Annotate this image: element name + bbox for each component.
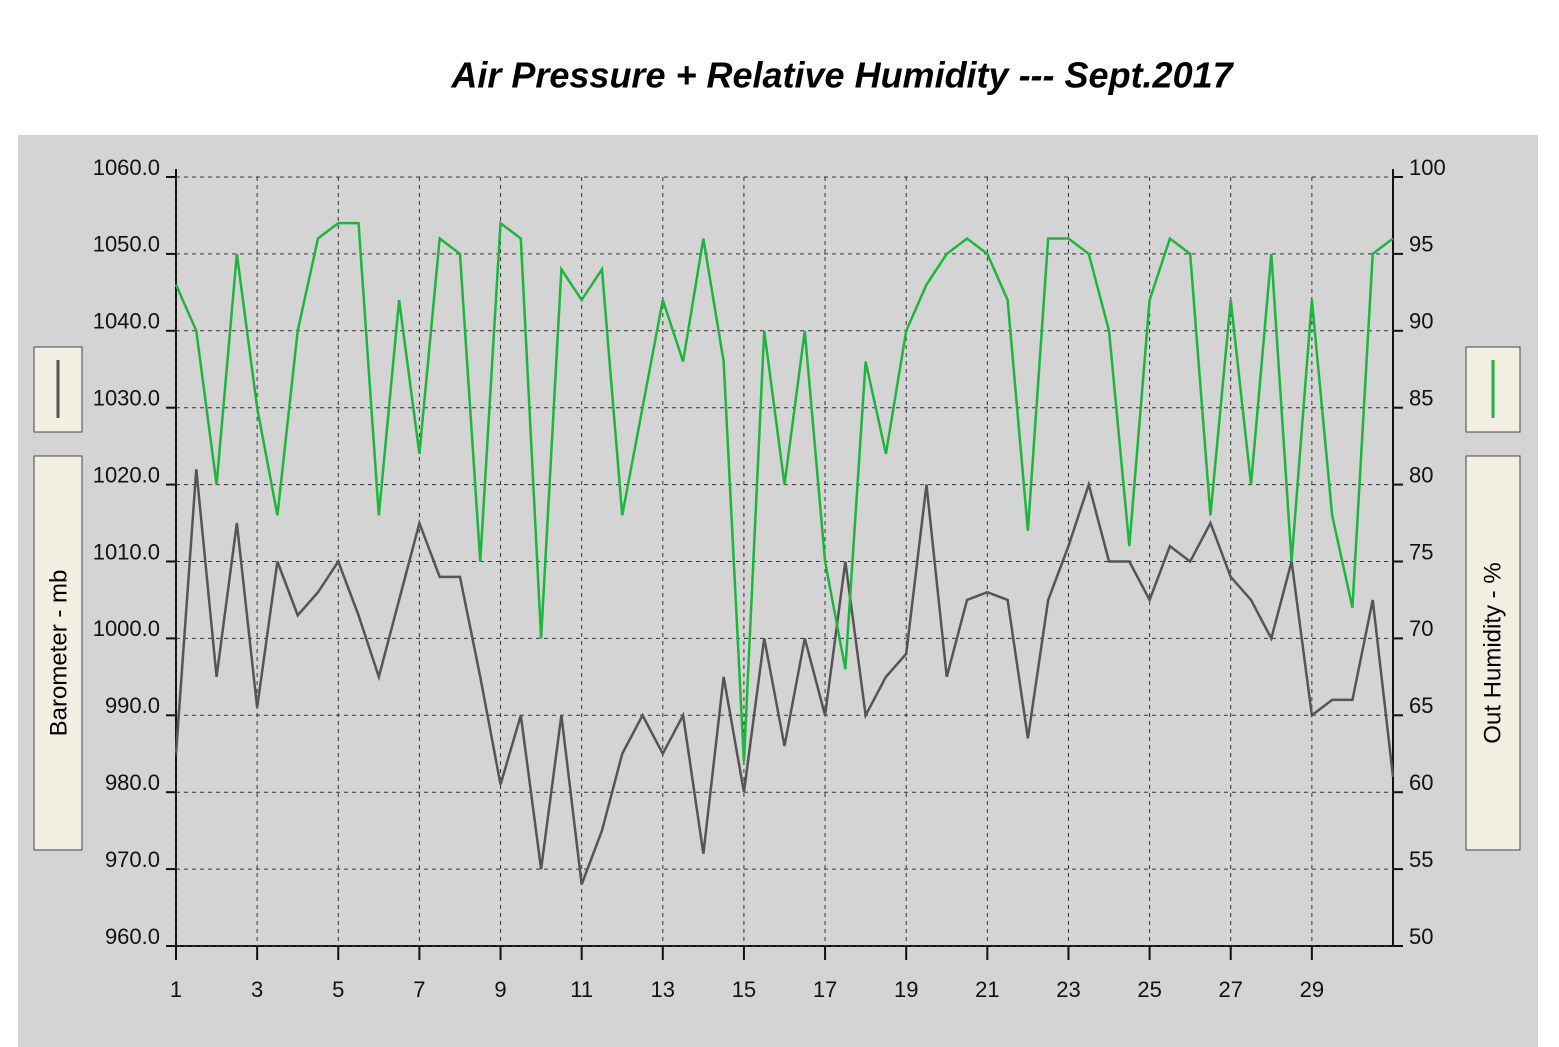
x-tick-label: 13 (651, 977, 675, 1002)
y-tick-label: 970.0 (105, 847, 160, 872)
x-tick-label: 3 (251, 977, 263, 1002)
y2-tick-label: 55 (1409, 847, 1433, 872)
y2-tick-label: 60 (1409, 770, 1433, 795)
x-tick-label: 21 (975, 977, 999, 1002)
series-line (174, 469, 1395, 885)
y-tick-label: 1060.0 (93, 155, 160, 180)
y2-tick-label: 50 (1409, 924, 1433, 949)
panel (18, 135, 1538, 1047)
x-tick-label: 5 (332, 977, 344, 1002)
y-tick-label: 1050.0 (93, 232, 160, 257)
x-tick-label: 23 (1056, 977, 1080, 1002)
x-tick-label: 17 (813, 977, 837, 1002)
axis-label-box (1465, 455, 1521, 851)
x-tick-label: 1 (170, 977, 182, 1002)
y2-tick-label: 85 (1409, 386, 1433, 411)
y-tick-label: 1040.0 (93, 309, 160, 334)
y-tick-label: 960.0 (105, 924, 160, 949)
x-tick-label: 15 (732, 977, 756, 1002)
y-axis-label: Barometer - mb (45, 570, 72, 737)
y-tick-label: 1000.0 (93, 616, 160, 641)
y2-axis-label: Out Humidity - % (1479, 562, 1506, 743)
y-tick-label: 1010.0 (93, 539, 160, 564)
x-tick-label: 11 (570, 977, 593, 1002)
y-tick-label: 1030.0 (93, 386, 160, 411)
x-tick-label: 29 (1300, 977, 1324, 1002)
x-tick-label: 25 (1137, 977, 1161, 1002)
y2-tick-label: 90 (1409, 309, 1433, 334)
x-tick-label: 19 (894, 977, 918, 1002)
x-tick-label: 27 (1218, 977, 1242, 1002)
y2-tick-label: 100 (1409, 155, 1446, 180)
x-tick-label: 9 (494, 977, 506, 1002)
y-tick-label: 1020.0 (93, 462, 160, 487)
axis-label-box (33, 455, 83, 851)
y2-tick-label: 65 (1409, 693, 1433, 718)
x-tick-label: 7 (413, 977, 425, 1002)
y2-tick-label: 80 (1409, 462, 1433, 487)
y2-tick-label: 95 (1409, 232, 1433, 257)
y-tick-label: 990.0 (105, 693, 160, 718)
series-line (174, 220, 1394, 762)
y2-tick-label: 75 (1409, 539, 1433, 564)
y2-tick-label: 70 (1409, 616, 1433, 641)
chart-title: Air Pressure + Relative Humidity --- Sep… (450, 55, 1234, 96)
y-tick-label: 980.0 (105, 770, 160, 795)
